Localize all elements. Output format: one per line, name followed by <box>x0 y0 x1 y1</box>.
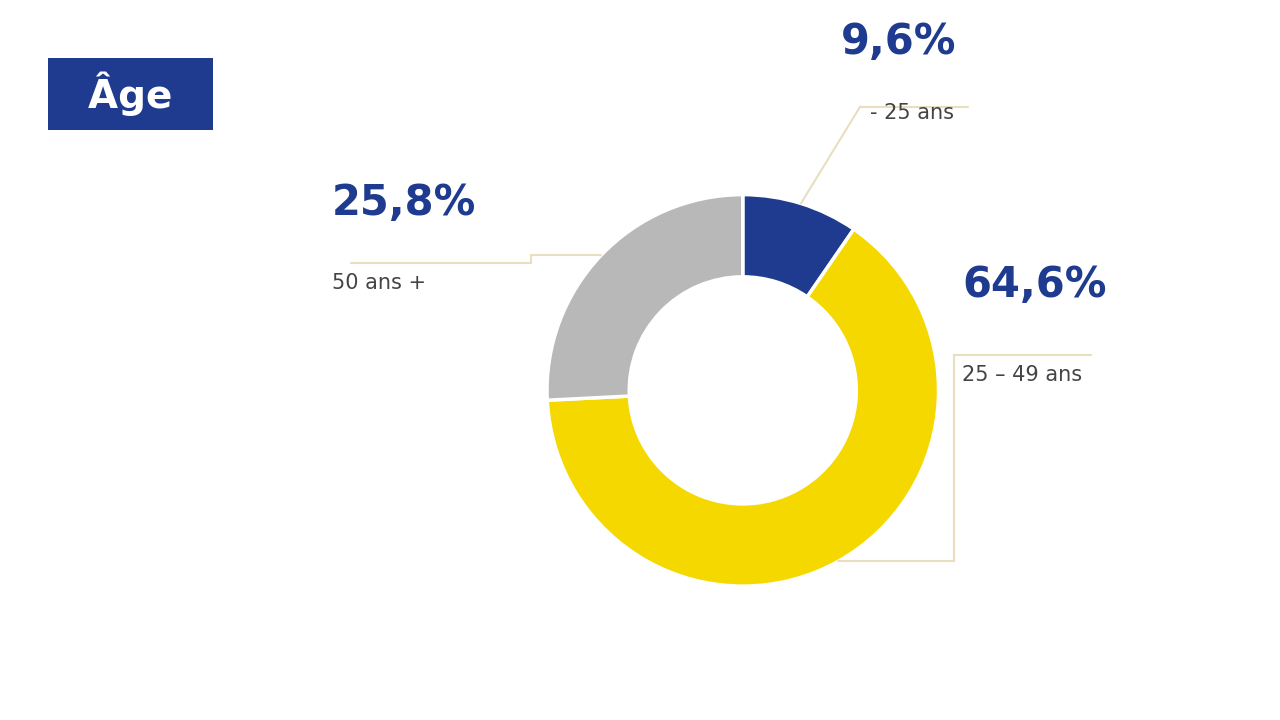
Wedge shape <box>548 229 938 586</box>
Text: 64,6%: 64,6% <box>963 264 1106 306</box>
Text: 9,6%: 9,6% <box>841 22 956 63</box>
Text: Âge: Âge <box>61 72 200 117</box>
Wedge shape <box>547 194 742 400</box>
Text: - 25 ans: - 25 ans <box>870 103 954 122</box>
Wedge shape <box>742 194 854 297</box>
Text: 50 ans +: 50 ans + <box>332 273 426 293</box>
Text: 25,8%: 25,8% <box>332 182 476 224</box>
Text: 25 – 49 ans: 25 – 49 ans <box>963 365 1082 385</box>
